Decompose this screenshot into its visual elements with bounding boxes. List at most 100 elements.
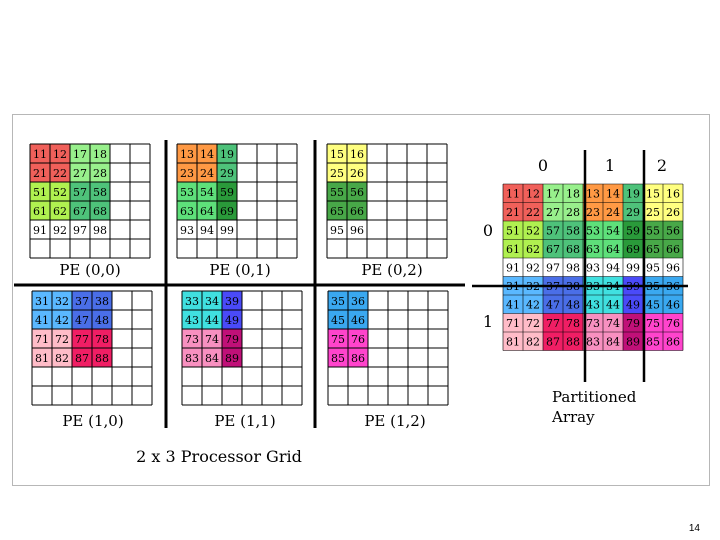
array-cell-bg <box>643 221 663 240</box>
array-cell-bg <box>543 184 563 203</box>
array-cell-bg <box>603 221 623 240</box>
array-cell-value: 83 <box>586 336 600 349</box>
array-cell-bg <box>523 295 543 314</box>
array-cell-bg <box>563 239 583 258</box>
array-column-label: 1 <box>605 156 615 175</box>
cell-bg <box>197 163 217 182</box>
cell-bg <box>347 144 367 163</box>
array-cell-value: 78 <box>566 317 580 330</box>
cell-value: 32 <box>55 295 69 308</box>
cell-bg <box>70 182 90 201</box>
cell-value: 21 <box>33 167 47 180</box>
array-cell-value: 56 <box>666 225 680 238</box>
pe-label: PE (1,1) <box>214 412 275 430</box>
cell-bg <box>328 291 348 310</box>
array-cell-bg <box>643 313 663 332</box>
array-cell-bg <box>563 202 583 221</box>
cell-value: 35 <box>331 295 345 308</box>
array-cell-bg <box>503 258 523 277</box>
cell-bg <box>70 201 90 220</box>
array-cell-bg <box>623 258 643 277</box>
cell-bg <box>30 182 50 201</box>
array-cell-value: 74 <box>606 317 620 330</box>
array-cell-value: 17 <box>546 188 560 201</box>
array-cell-bg <box>583 239 603 258</box>
cell-value: 93 <box>180 224 194 237</box>
array-cell-value: 92 <box>526 262 540 275</box>
array-cell-bg <box>583 184 603 203</box>
array-cell-bg <box>623 202 643 221</box>
cell-value: 25 <box>330 167 344 180</box>
array-cell-bg <box>623 221 643 240</box>
cell-bg <box>202 329 222 348</box>
array-cell-value: 84 <box>606 336 620 349</box>
cell-bg <box>347 201 367 220</box>
cell-value: 59 <box>220 186 234 199</box>
array-cell-bg <box>623 239 643 258</box>
cell-value: 14 <box>200 148 214 161</box>
array-cell-value: 79 <box>626 317 640 330</box>
cell-value: 91 <box>33 224 47 237</box>
cell-value: 97 <box>73 224 87 237</box>
cell-value: 28 <box>93 167 107 180</box>
cell-value: 75 <box>331 333 345 346</box>
array-cell-bg <box>563 295 583 314</box>
cell-bg <box>348 348 368 367</box>
array-cell-bg <box>663 239 683 258</box>
cell-value: 52 <box>53 186 67 199</box>
array-cell-value: 47 <box>546 299 560 312</box>
array-cell-value: 75 <box>646 317 660 330</box>
array-cell-bg <box>643 239 663 258</box>
cell-value: 53 <box>180 186 194 199</box>
array-cell-value: 48 <box>566 299 580 312</box>
cell-bg <box>52 310 72 329</box>
cell-value: 29 <box>220 167 234 180</box>
array-cell-bg <box>523 239 543 258</box>
cell-bg <box>30 144 50 163</box>
array-cell-bg <box>523 184 543 203</box>
array-cell-value: 77 <box>546 317 560 330</box>
array-cell-bg <box>563 313 583 332</box>
array-cell-value: 18 <box>566 188 580 201</box>
cell-bg <box>177 163 197 182</box>
array-cell-value: 59 <box>626 225 640 238</box>
array-cell-value: 26 <box>666 206 680 219</box>
array-cell-bg <box>503 202 523 221</box>
cell-value: 44 <box>205 314 219 327</box>
array-cell-bg <box>523 332 543 351</box>
diagram-frame <box>12 114 710 486</box>
array-cell-bg <box>643 202 663 221</box>
cell-bg <box>182 291 202 310</box>
cell-value: 57 <box>73 186 87 199</box>
array-cell-value: 11 <box>506 188 520 201</box>
cell-bg <box>52 348 72 367</box>
array-cell-value: 16 <box>666 188 680 201</box>
array-cell-value: 86 <box>666 336 680 349</box>
array-cell-bg <box>503 313 523 332</box>
cell-value: 82 <box>55 352 69 365</box>
cell-bg <box>328 348 348 367</box>
array-cell-bg <box>543 258 563 277</box>
array-cell-value: 76 <box>666 317 680 330</box>
array-cell-bg <box>523 313 543 332</box>
cell-value: 65 <box>330 205 344 218</box>
cell-bg <box>177 201 197 220</box>
array-cell-value: 72 <box>526 317 540 330</box>
cell-bg <box>182 310 202 329</box>
cell-value: 86 <box>351 352 365 365</box>
cell-value: 22 <box>53 167 67 180</box>
cell-value: 66 <box>350 205 364 218</box>
array-column-label: 2 <box>657 156 667 175</box>
cell-value: 88 <box>95 352 109 365</box>
cell-value: 23 <box>180 167 194 180</box>
cell-value: 76 <box>351 333 365 346</box>
cell-bg <box>50 201 70 220</box>
array-cell-value: 22 <box>526 206 540 219</box>
array-cell-bg <box>623 184 643 203</box>
cell-bg <box>222 291 242 310</box>
array-cell-bg <box>663 221 683 240</box>
array-cell-value: 13 <box>586 188 600 201</box>
cell-value: 24 <box>200 167 214 180</box>
cell-value: 81 <box>35 352 49 365</box>
